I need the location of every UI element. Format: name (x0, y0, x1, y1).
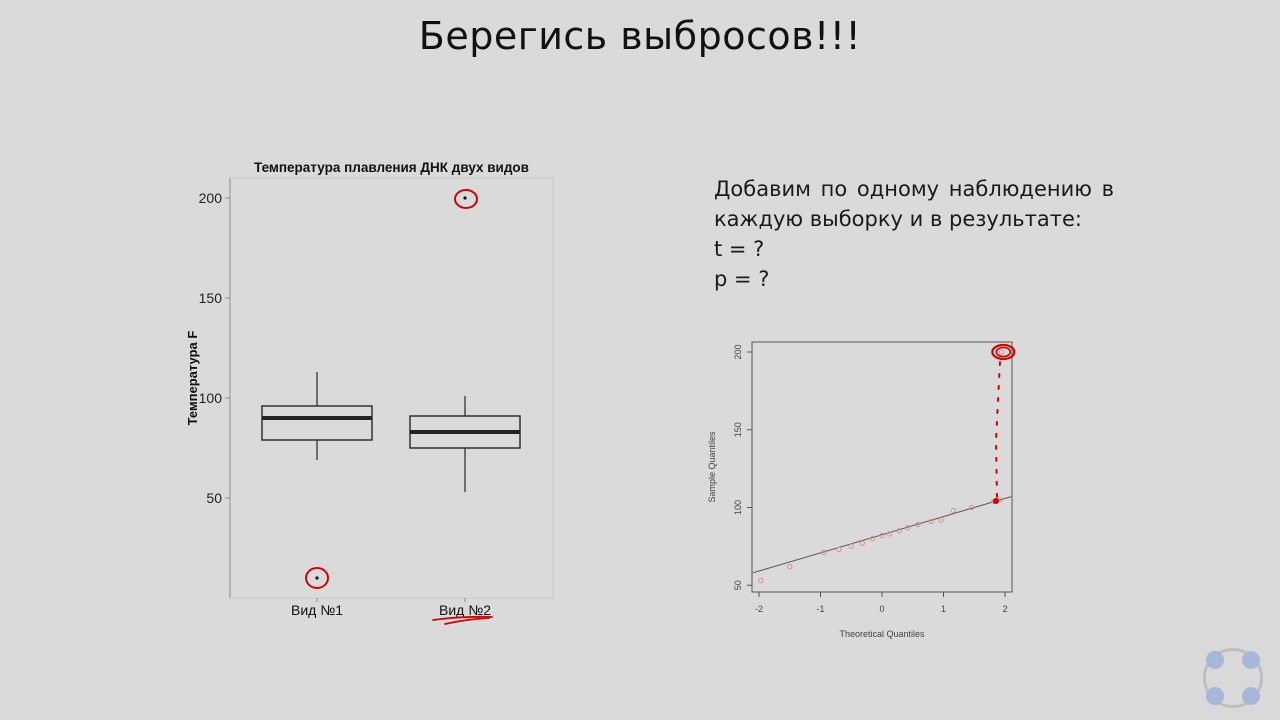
data-point (758, 577, 764, 584)
data-point (998, 349, 1005, 355)
question-block: Добавим по одному наблюдению в каждую вы… (714, 174, 1114, 294)
underline-annotation (432, 615, 493, 625)
y-axis-label: Температура F (185, 331, 200, 426)
data-point (848, 543, 854, 550)
data-point (870, 535, 876, 542)
x-tick-label: Вид №2 (439, 602, 491, 618)
nav-dot (1206, 651, 1224, 669)
x-tick-label: 1 (941, 604, 946, 614)
y-axis-label: Sample Quantiles (707, 431, 717, 503)
nav-dot (1242, 651, 1260, 669)
slide-title: Берегись выбросов!!! (418, 14, 862, 58)
outlier-circle-annotation (454, 189, 478, 209)
outlier-point (315, 576, 319, 580)
data-point (787, 563, 793, 570)
slide-panel (78, 20, 1202, 720)
data-point (879, 532, 885, 539)
outlier-point (463, 196, 467, 200)
x-axis-label: Theoretical Quantiles (839, 629, 925, 639)
y-tick-label: 200 (733, 344, 743, 359)
outlier-circle-annotation (305, 567, 329, 589)
data-point (820, 549, 827, 556)
question-line: t = ? (714, 237, 765, 261)
data-point (938, 517, 944, 523)
arrow-head-annotation (993, 498, 999, 504)
data-point (836, 546, 842, 553)
y-tick-label: 150 (199, 290, 223, 306)
slide-navigation-icon[interactable] (1203, 648, 1263, 708)
plot-frame (751, 341, 1013, 593)
question-line: каждую выборку и в результате: (714, 207, 1082, 231)
x-tick-label: 0 (879, 604, 884, 614)
y-tick-label: 50 (733, 580, 743, 590)
data-point (969, 504, 975, 511)
data-point (886, 531, 893, 537)
x-tick-label: Вид №1 (291, 602, 343, 618)
outlier-circle-annotation (991, 343, 1016, 361)
x-tick-label: -1 (816, 604, 824, 614)
nav-dot (1206, 687, 1224, 705)
data-point (914, 521, 921, 528)
y-tick-label: 200 (199, 190, 223, 206)
question-line: p = ? (714, 267, 770, 291)
y-tick-label: 100 (733, 500, 743, 515)
y-tick-label: 150 (733, 422, 743, 437)
nav-dot (1242, 687, 1260, 705)
data-point (928, 518, 934, 525)
data-point (896, 528, 902, 534)
question-line: Добавим по одному наблюдению в (714, 177, 1114, 201)
y-tick-label: 100 (199, 390, 223, 406)
x-tick-label: -2 (755, 604, 763, 614)
box (261, 405, 373, 441)
data-point (950, 507, 957, 514)
reference-line (752, 496, 1012, 574)
dotted-arrow-annotation (994, 361, 1001, 501)
data-point (859, 540, 866, 546)
data-point (905, 525, 911, 531)
chart-title: Температура плавления ДНК двух видов (254, 160, 529, 175)
y-tick-label: 50 (206, 490, 222, 506)
outlier-circle-annotation (995, 346, 1012, 358)
x-tick-label: 2 (1002, 604, 1007, 614)
